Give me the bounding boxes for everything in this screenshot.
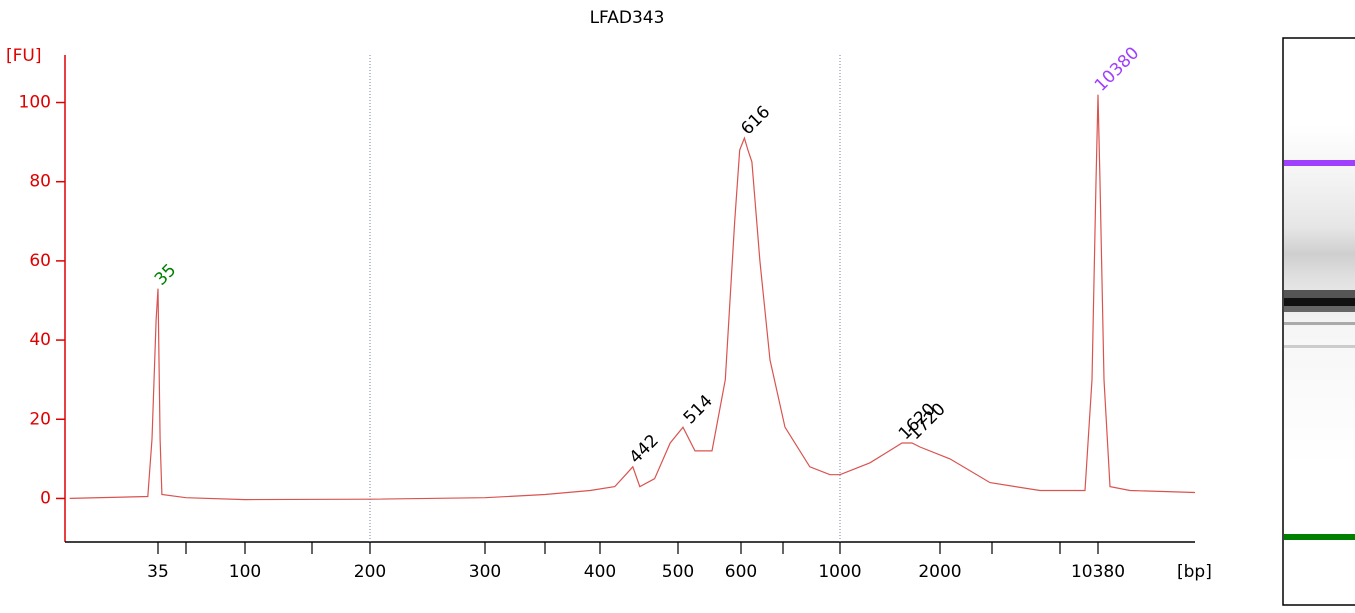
x-tick-label: 1000 [818,562,861,582]
gel-band [1284,306,1355,312]
x-tick-label: 400 [584,562,616,582]
peak-label: 442 [626,431,663,468]
x-tick-label: 600 [725,562,757,582]
y-tick-label: 60 [29,251,51,271]
trace [69,94,1196,501]
y-axis-label: [FU] [6,46,42,66]
x-tick-label: 35 [147,562,169,582]
chart-title: LFAD343 [590,8,665,28]
y-tick-label: 40 [29,330,51,350]
y-tick-label: 80 [29,172,51,192]
gel-upper-marker [1284,160,1355,166]
x-tick-label: 200 [354,562,386,582]
y-tick-label: 20 [29,409,51,429]
x-tick-label: 500 [662,562,694,582]
peak-label: 514 [680,391,717,428]
gel-band [1284,345,1355,348]
y-tick-label: 0 [40,488,51,508]
x-tick-label: 100 [229,562,261,582]
peak-label: 35 [151,260,180,289]
peak-label: 616 [737,102,774,139]
gel-band [1284,298,1355,306]
x-tick-label: 10380 [1071,562,1125,582]
y-tick-label: 100 [19,93,51,113]
gel-band [1284,290,1355,298]
gel-lower-marker [1284,534,1355,540]
x-tick-label: 2000 [918,562,961,582]
peak-label: 10380 [1091,43,1143,95]
x-axis-label: [bp] [1177,562,1212,582]
gel-band [1284,322,1355,325]
gel-lane [1282,37,1355,606]
x-tick-label: 300 [469,562,501,582]
